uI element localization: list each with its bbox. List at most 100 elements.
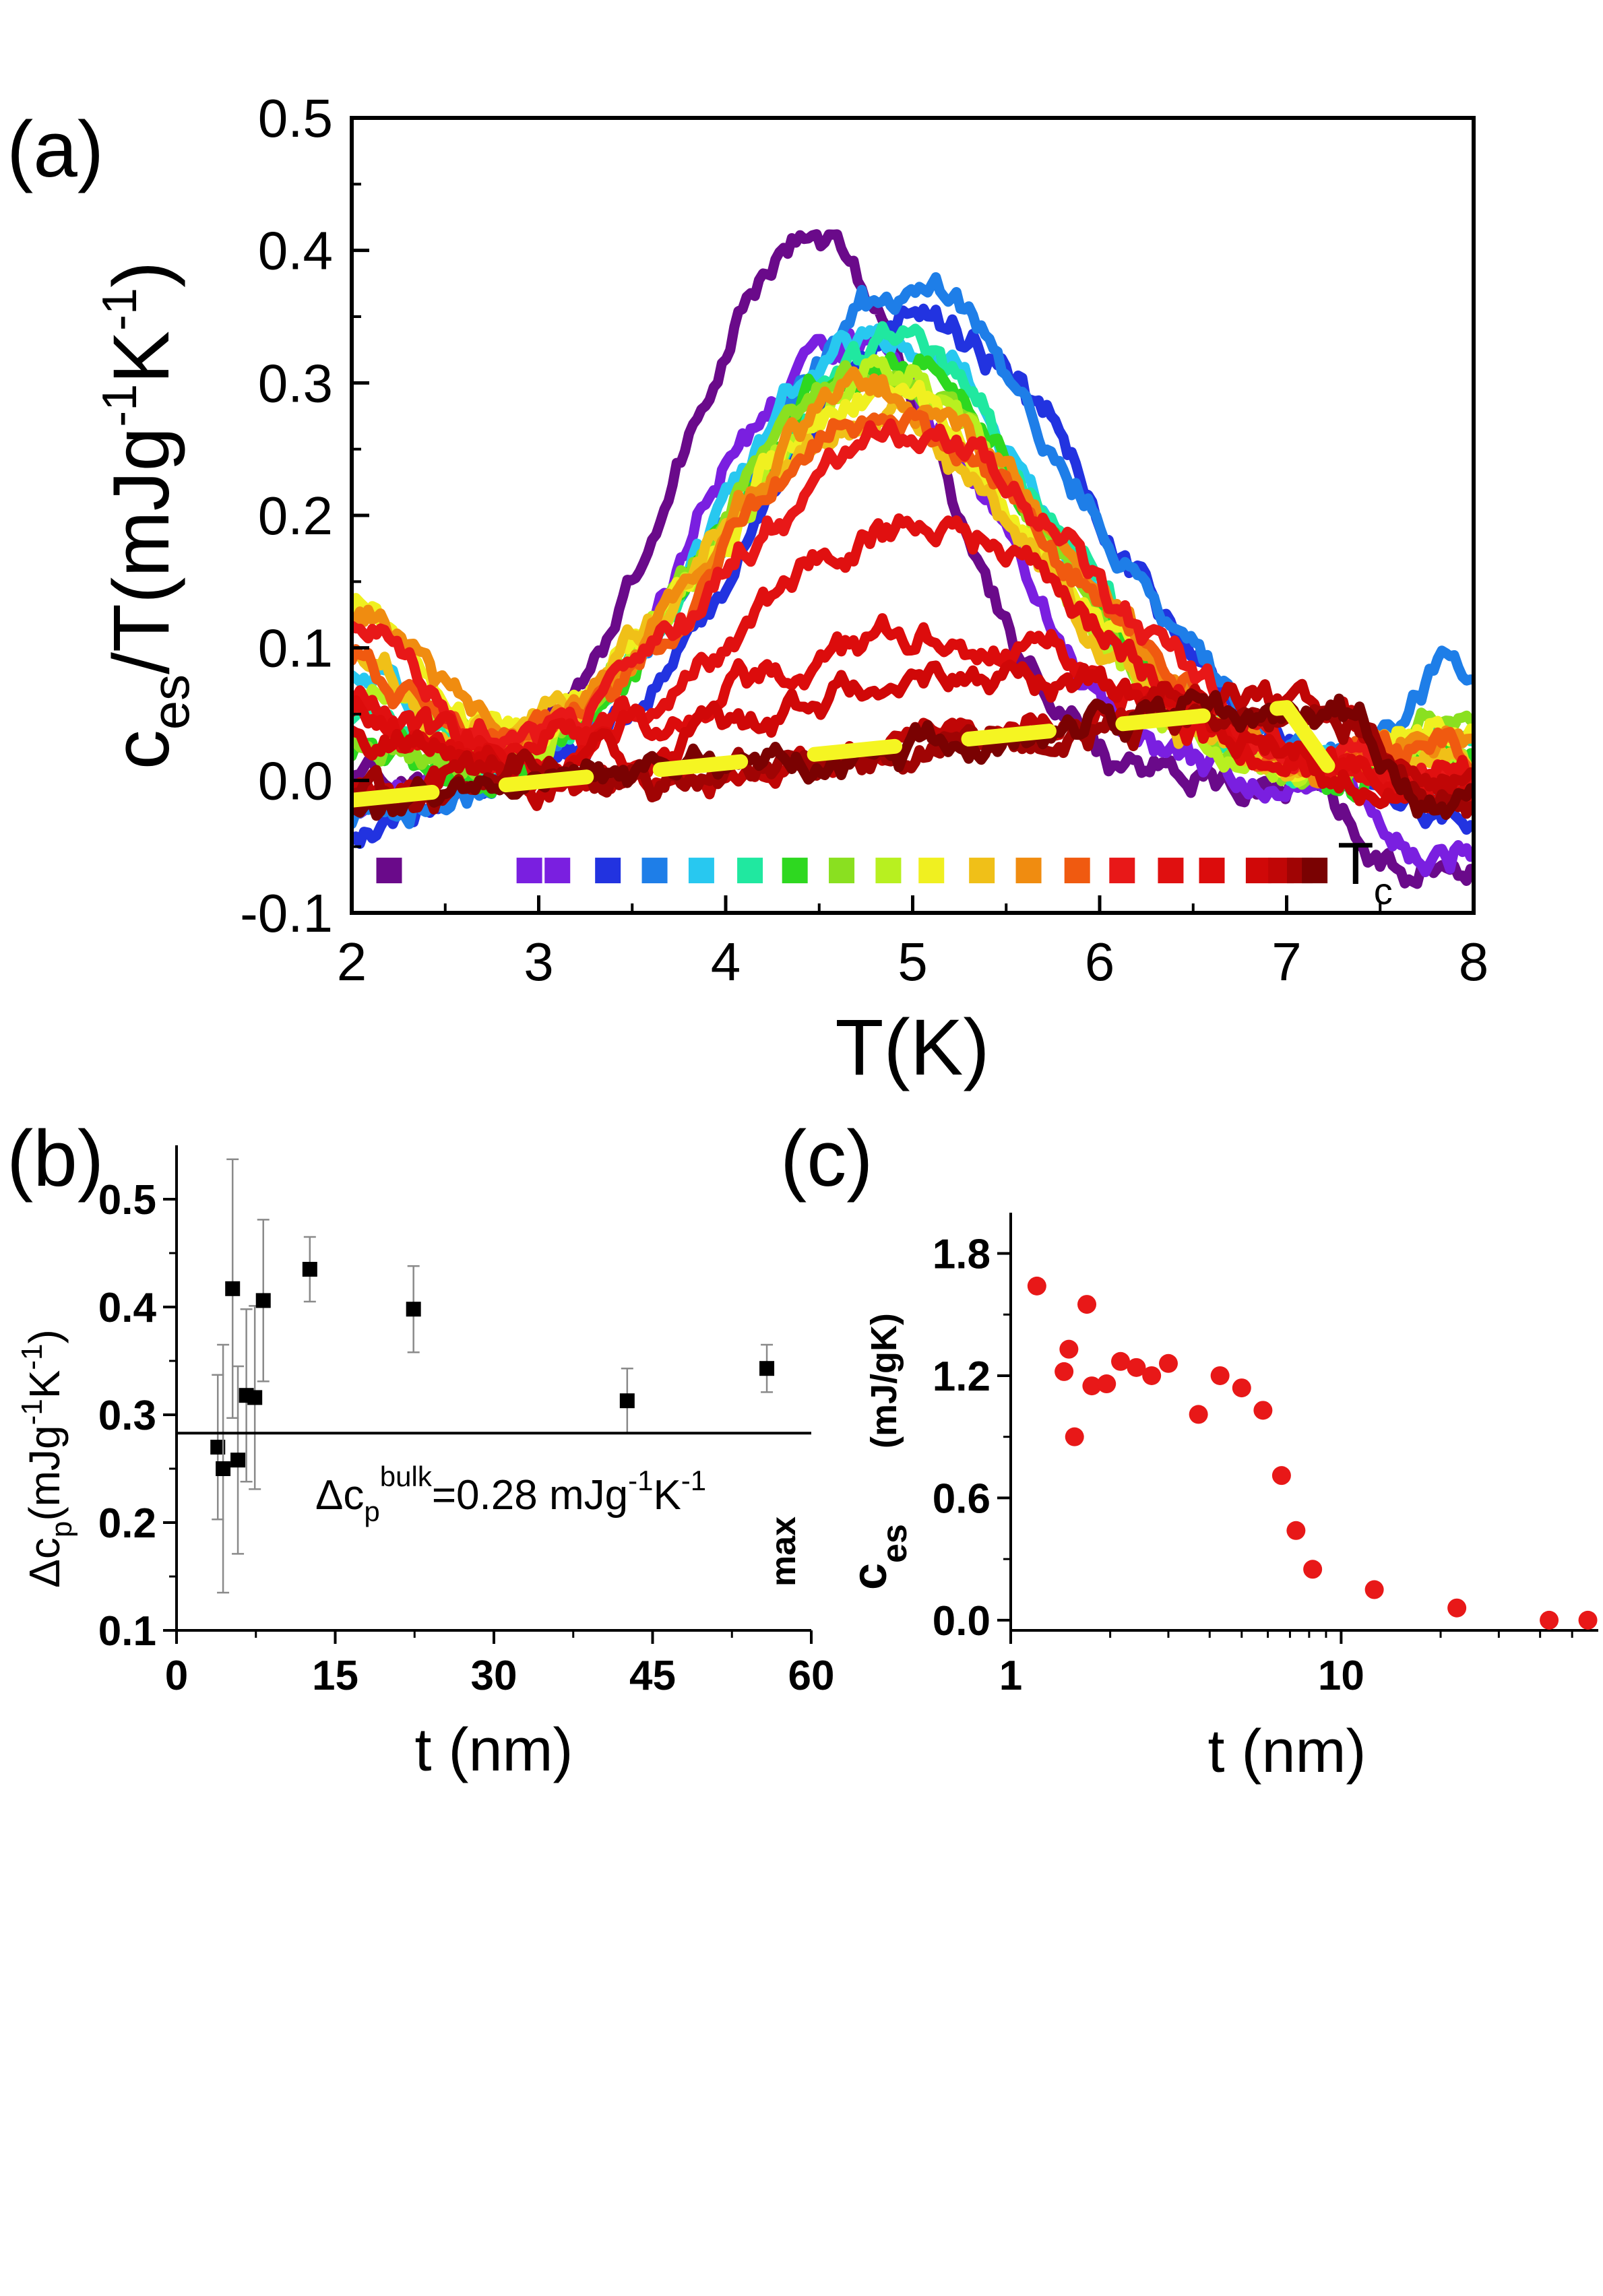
c-ytick-label: 0.6: [933, 1475, 991, 1522]
c-data-point: [1082, 1376, 1102, 1396]
panel-a: (a) 2 3 4 5 6 7 8 -0.1 0.0 0.1 0.2 0.3 0.4 0.5 Tc T(K…: [7, 88, 1488, 1092]
b-ytick-label: 0.3: [98, 1393, 156, 1439]
b-ylabel-a: Δc: [20, 1537, 69, 1588]
c-data-point: [1364, 1580, 1384, 1599]
ylabel-end: ): [97, 261, 186, 288]
panel-b: (b) 0 15 30 45 600.10.20.30.40.5 Δcpbulk=0.2…: [7, 1114, 834, 1784]
a-tc-marker: [1199, 858, 1225, 884]
c-data-point: [1027, 1276, 1046, 1296]
c-ylabel-sub: es: [875, 1524, 914, 1563]
c-data-point: [1540, 1610, 1559, 1630]
b-data-point: [210, 1440, 226, 1455]
a-xtick-label: 7: [1271, 932, 1302, 992]
bulk-label-c: K: [653, 1472, 681, 1519]
panel-a-y-axis-label: ces/T(mJg-1K-1): [93, 261, 200, 770]
tc-label-sub: c: [1374, 870, 1393, 912]
c-ylabel-main: c: [843, 1563, 897, 1590]
a-ytick-label: 0.0: [258, 751, 333, 810]
a-tc-marker: [829, 858, 855, 884]
a-tc-marker: [1245, 858, 1271, 884]
a-tc-marker: [1015, 858, 1042, 884]
c-data-point: [1065, 1427, 1084, 1446]
panel-c-y-axis-superscript: max: [764, 1517, 803, 1587]
c-ytick-label: 1.8: [933, 1231, 991, 1277]
ylabel-sup2: -1: [93, 288, 147, 331]
b-data-point: [759, 1361, 775, 1376]
b-xtick-label: 0: [165, 1653, 188, 1699]
panel-a-label: (a): [7, 105, 104, 194]
ylabel-sub: es: [141, 674, 200, 730]
panel-a-plot-area: [352, 229, 1474, 889]
c-data-point: [1578, 1610, 1598, 1630]
c-data-point: [1303, 1560, 1323, 1579]
panel-b-bulk-label: Δcpbulk=0.28 mJg-1K-1: [315, 1461, 706, 1527]
a-xtick-label: 2: [337, 932, 367, 992]
c-data-point: [1158, 1353, 1178, 1373]
a-ytick-label: 0.1: [258, 618, 333, 678]
panel-a-series-group: [352, 229, 1474, 889]
b-ylabel-sub: p: [45, 1521, 78, 1537]
b-ytick-label: 0.2: [98, 1500, 156, 1547]
a-xtick-label: 4: [711, 932, 741, 992]
c-data-point: [1097, 1374, 1117, 1394]
c-data-point: [1059, 1339, 1079, 1359]
c-data-point: [1286, 1521, 1306, 1540]
b-ylabel-sup1: -1: [15, 1399, 49, 1425]
panel-a-dashed-group: [352, 700, 1388, 808]
c-ytick-label: 0.0: [933, 1598, 991, 1645]
b-ylabel-c: K: [20, 1370, 69, 1399]
a-xtick-label: 6: [1085, 932, 1115, 992]
a-ytick-label: 0.4: [258, 221, 333, 281]
b-ytick-label: 0.1: [98, 1608, 156, 1655]
c-data-point: [1055, 1362, 1074, 1381]
bulk-label-sup2: -1: [681, 1465, 706, 1496]
a-tc-marker: [1109, 858, 1135, 884]
panel-a-axes: 2 3 4 5 6 7 8 -0.1 0.0 0.1 0.2 0.3 0.4 0.5: [240, 88, 1488, 992]
a-ytick-label: 0.2: [258, 486, 333, 546]
panel-a-tc-markers: [376, 858, 1328, 884]
a-ytick-label: 0.3: [258, 353, 333, 413]
bulk-label-a: Δc: [315, 1472, 364, 1519]
ylabel-mid: /T(mJg: [97, 427, 186, 674]
a-tc-marker: [1064, 858, 1090, 884]
b-xtick-label: 15: [312, 1653, 358, 1699]
a-tc-marker: [918, 858, 945, 884]
a-tc-marker: [737, 858, 763, 884]
bulk-label-sub: p: [364, 1496, 379, 1527]
b-ylabel-d: ): [20, 1329, 69, 1343]
c-data-point: [1142, 1366, 1162, 1385]
panel-b-axes: 0 15 30 45 60 0.1 0.2 0.3 0.4 0.5: [98, 1145, 835, 1699]
a-series-line-s14: [352, 418, 1474, 803]
c-xtick-label: 1: [999, 1653, 1022, 1699]
a-dashed-reference-line: [352, 700, 1388, 808]
b-data-point: [255, 1293, 271, 1308]
b-xtick-label: 30: [471, 1653, 517, 1699]
panel-c: (c) 1 10 0.0 0.6 1.2 1.8 t (nm) ces max (mJ/g…: [764, 1114, 1598, 1785]
c-data-point: [1232, 1378, 1251, 1398]
tc-label-main: T: [1338, 830, 1374, 897]
b-data-point: [230, 1453, 246, 1468]
a-tc-marker: [595, 858, 621, 884]
c-data-point: [1253, 1401, 1273, 1420]
ylabel-c: c: [97, 730, 186, 769]
panel-c-y-axis-units: (mJ/gK): [864, 1313, 904, 1448]
c-data-point: [1077, 1295, 1097, 1314]
c-xtick-label: 10: [1318, 1653, 1364, 1699]
a-tc-marker: [875, 858, 902, 884]
a-xtick-label: 8: [1459, 932, 1489, 992]
panel-c-x-axis-label: t (nm): [1208, 1718, 1366, 1785]
b-data-point: [619, 1393, 635, 1409]
a-tc-marker: [688, 858, 714, 884]
a-tc-marker: [969, 858, 995, 884]
bulk-label-sup1: -1: [628, 1465, 653, 1496]
ylabel-sup1: -1: [93, 384, 147, 427]
b-ytick-label: 0.5: [98, 1177, 156, 1223]
b-data-point: [302, 1262, 317, 1277]
c-data-point: [1210, 1366, 1230, 1385]
panel-c-label: (c): [780, 1114, 873, 1203]
c-ytick-label: 1.2: [933, 1353, 991, 1400]
b-xtick-label: 60: [788, 1653, 835, 1699]
ylabel-k: K: [97, 331, 186, 384]
c-data-point: [1127, 1358, 1146, 1377]
